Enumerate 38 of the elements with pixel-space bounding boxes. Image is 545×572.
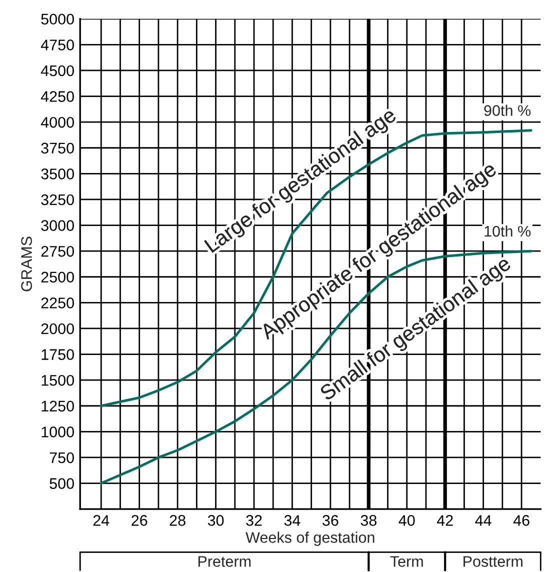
x-tick-label: 28 [170, 515, 186, 526]
y-tick-label: 1500 [42, 374, 74, 386]
y-tick-label: 4250 [40, 91, 74, 102]
y-tick-label: 3500 [41, 168, 74, 180]
x-tick-label: 38 [360, 515, 376, 526]
y-tick-label: 3250 [41, 194, 74, 206]
x-tick-label: 26 [132, 515, 148, 526]
y-tick-label: 2500 [41, 272, 74, 283]
y-tick-label: 4500 [40, 65, 74, 76]
y-tick-label: 2000 [41, 323, 74, 334]
x-tick-label: 36 [322, 515, 338, 526]
x-tick-label: 24 [93, 515, 110, 526]
x-tick-label: 30 [208, 515, 224, 526]
x-tick-label: 42 [436, 515, 453, 526]
x-tick-label: 44 [475, 515, 492, 526]
y-tick-label: 500 [50, 478, 74, 489]
y-tick-label: 1750 [42, 349, 74, 360]
y-tick-label: 2750 [41, 246, 74, 257]
y-tick-label: 3750 [41, 142, 74, 154]
y-tick-label: 1000 [42, 426, 74, 438]
x-tick-label: 46 [513, 515, 530, 526]
text: Preterm [198, 556, 251, 567]
y-tick-label: 3000 [41, 220, 74, 231]
ref-line-label: Postterm [464, 556, 522, 567]
x-tick-label: 32 [246, 515, 262, 526]
y-tick-label: 5000 [41, 14, 74, 25]
series-label: 90th % [484, 104, 531, 116]
x-axis-title: Weeks of gestation [246, 532, 374, 546]
ref-line-label: Term [390, 556, 423, 567]
series-label: 10th % [484, 225, 531, 237]
y-tick-label: 4000 [40, 116, 74, 128]
y-tick-label: 2250 [41, 298, 74, 308]
y-tick-label: 1250 [42, 400, 74, 412]
x-tick-label: 34 [284, 515, 300, 526]
y-tick-label: 4750 [40, 40, 74, 50]
y-tick-label: 750 [50, 452, 74, 464]
y-axis-title: GRAMS [21, 236, 32, 292]
x-tick-label: 40 [398, 515, 415, 526]
